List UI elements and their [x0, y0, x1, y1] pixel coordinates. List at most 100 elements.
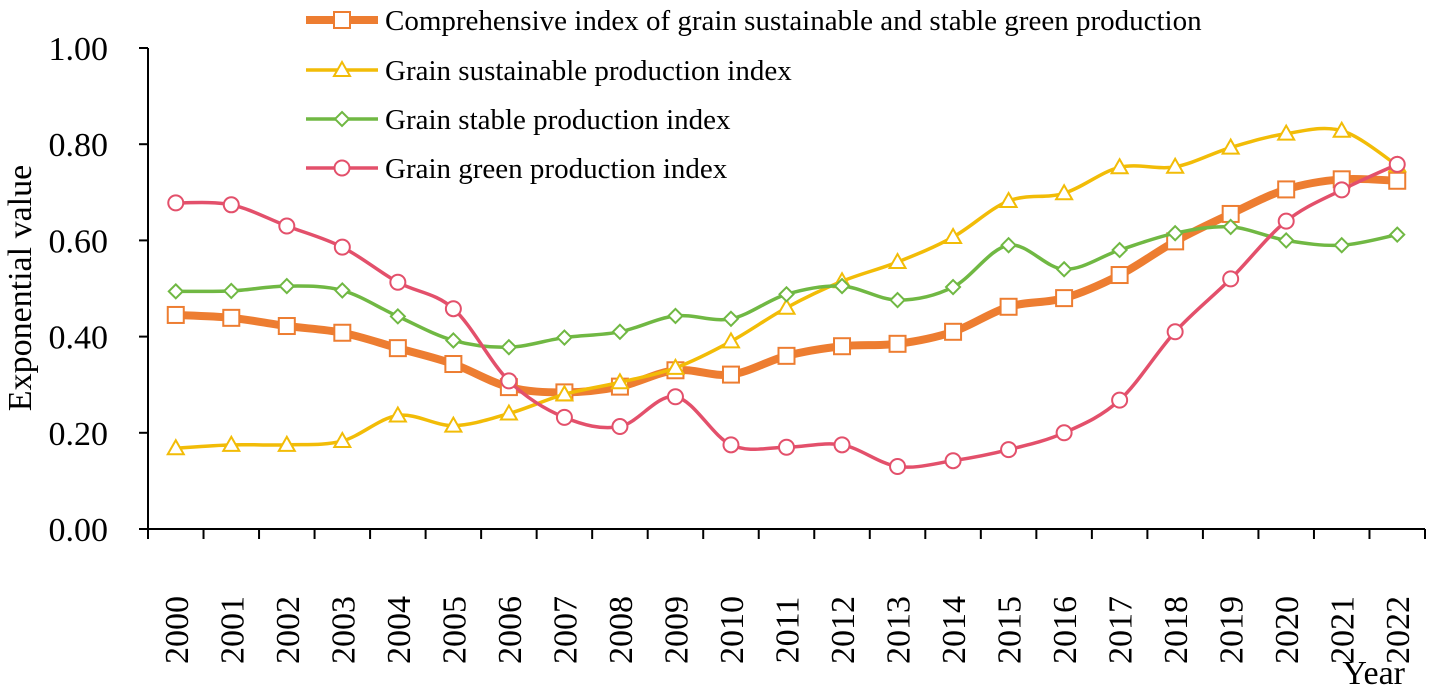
series-stable-point: [889, 291, 906, 309]
series-stable-point: [222, 282, 240, 300]
series-stable-point: [1055, 260, 1073, 278]
legend-marker: [333, 159, 351, 177]
series-stable-point: [444, 332, 462, 349]
series-comprehensive-point: [944, 322, 963, 341]
series-green-point: [1111, 391, 1129, 409]
x-tick-label: 2019: [1214, 596, 1251, 664]
series-stable-point: [333, 282, 351, 299]
series-sustainable-point: [665, 357, 686, 375]
x-axis-title: Year: [1342, 655, 1405, 692]
y-tick-label: 0.00: [49, 512, 109, 549]
series-green-point: [1333, 181, 1351, 199]
x-tick-label: 2008: [603, 596, 640, 664]
series-stable-point: [1000, 236, 1018, 254]
series-stable-point: [667, 307, 684, 325]
series-sustainable-point: [499, 403, 519, 421]
series-stable-point: [278, 277, 296, 295]
series-stable-point: [1111, 241, 1129, 259]
series-sustainable-point: [776, 297, 797, 315]
series-stable-point: [555, 329, 573, 346]
series-green-point: [666, 388, 684, 406]
x-tick-label: 2004: [381, 596, 418, 664]
y-tick-label: 0.20: [49, 416, 109, 453]
series-green-point: [889, 457, 907, 475]
series-green-point: [389, 273, 407, 291]
legend-label: Grain sustainable production index: [385, 55, 792, 87]
legend-label: Comprehensive index of grain sustainable…: [385, 5, 1202, 37]
x-tick-label: 2002: [270, 596, 307, 664]
series-comprehensive-point: [166, 305, 185, 324]
series-sustainable-point: [998, 190, 1019, 208]
series-sustainable-point: [332, 430, 353, 448]
series-sustainable-point: [1165, 156, 1185, 174]
series-green-point: [1277, 212, 1295, 230]
series-stable-point: [611, 323, 629, 341]
series-sustainable-point: [554, 384, 575, 402]
series-sustainable-point: [1276, 123, 1296, 141]
series-comprehensive-point: [999, 297, 1018, 316]
series-green-point: [555, 408, 573, 426]
series-stable-point: [1388, 226, 1406, 244]
series-sustainable-point: [1220, 137, 1241, 155]
series-green-point: [833, 436, 851, 454]
series-comprehensive-point: [1388, 171, 1407, 190]
x-tick-label: 2000: [159, 596, 196, 664]
legend-entry: Comprehensive index of grain sustainable…: [306, 5, 1202, 37]
x-tick-label: 2013: [881, 596, 918, 664]
x-tick-label: 2006: [492, 596, 529, 664]
x-tick-label: 2021: [1325, 596, 1362, 664]
series-comprehensive-point: [277, 317, 296, 336]
series-comprehensive-point: [333, 323, 352, 342]
series-green-point: [278, 217, 296, 235]
series-sustainable-point: [166, 438, 186, 456]
series-comprehensive-point: [888, 334, 907, 353]
x-tick-label: 2003: [325, 596, 362, 664]
series-comprehensive: [166, 170, 1407, 402]
series-stable-point: [1222, 218, 1240, 236]
series-stable-point: [389, 307, 407, 325]
series-stable-point: [1277, 231, 1295, 249]
y-axis-title: Exponential value: [2, 165, 39, 411]
series-sustainable-point: [610, 372, 630, 390]
series-stable-point: [944, 278, 962, 296]
series-green-line: [174, 162, 1399, 469]
x-tick-label: 2011: [770, 597, 807, 664]
series-sustainable-point: [721, 331, 741, 349]
x-tick-label: 2020: [1269, 596, 1306, 664]
legend-entry: Grain green production index: [306, 153, 728, 185]
series-green-point: [1055, 424, 1073, 442]
series-sustainable-point: [887, 252, 908, 270]
series-sustainable-point: [1109, 157, 1130, 175]
series-green-point: [778, 438, 795, 456]
x-tick-label: 2022: [1380, 596, 1417, 664]
x-tick-label: 2015: [992, 596, 1029, 664]
series-green-point: [611, 418, 629, 436]
series-green-point: [944, 452, 962, 470]
y-tick-label: 0.60: [49, 223, 109, 260]
series-green-point: [1000, 441, 1018, 459]
series-comprehensive-point: [833, 337, 852, 356]
legend-marker: [333, 110, 351, 128]
legend-label: Grain stable production index: [385, 104, 731, 136]
legend-marker: [332, 59, 352, 77]
series-sustainable-point: [943, 227, 963, 245]
x-tick-label: 2001: [214, 596, 251, 664]
series-green: [167, 155, 1406, 475]
series-sustainable-point: [388, 405, 408, 423]
series-comprehensive-point: [444, 355, 463, 374]
series-stable-point: [833, 277, 851, 295]
series-comprehensive-point: [721, 365, 740, 384]
x-tick-label: 2012: [825, 596, 862, 664]
series-green-point: [722, 436, 740, 454]
series-green-point: [1222, 270, 1240, 288]
series-comprehensive-point: [1277, 180, 1296, 199]
series-green-point: [1388, 155, 1406, 173]
series-stable-point: [167, 282, 185, 300]
series-green-point: [333, 238, 351, 256]
axes: 0.00 0.20 0.40 0.60 0.80 1.00 2000 2001 2002 2003…: [49, 31, 1426, 664]
series-green-point: [167, 194, 185, 212]
series-sustainable-point: [221, 434, 242, 452]
x-tick-label: 2007: [547, 596, 584, 664]
series-green-point: [444, 300, 462, 318]
